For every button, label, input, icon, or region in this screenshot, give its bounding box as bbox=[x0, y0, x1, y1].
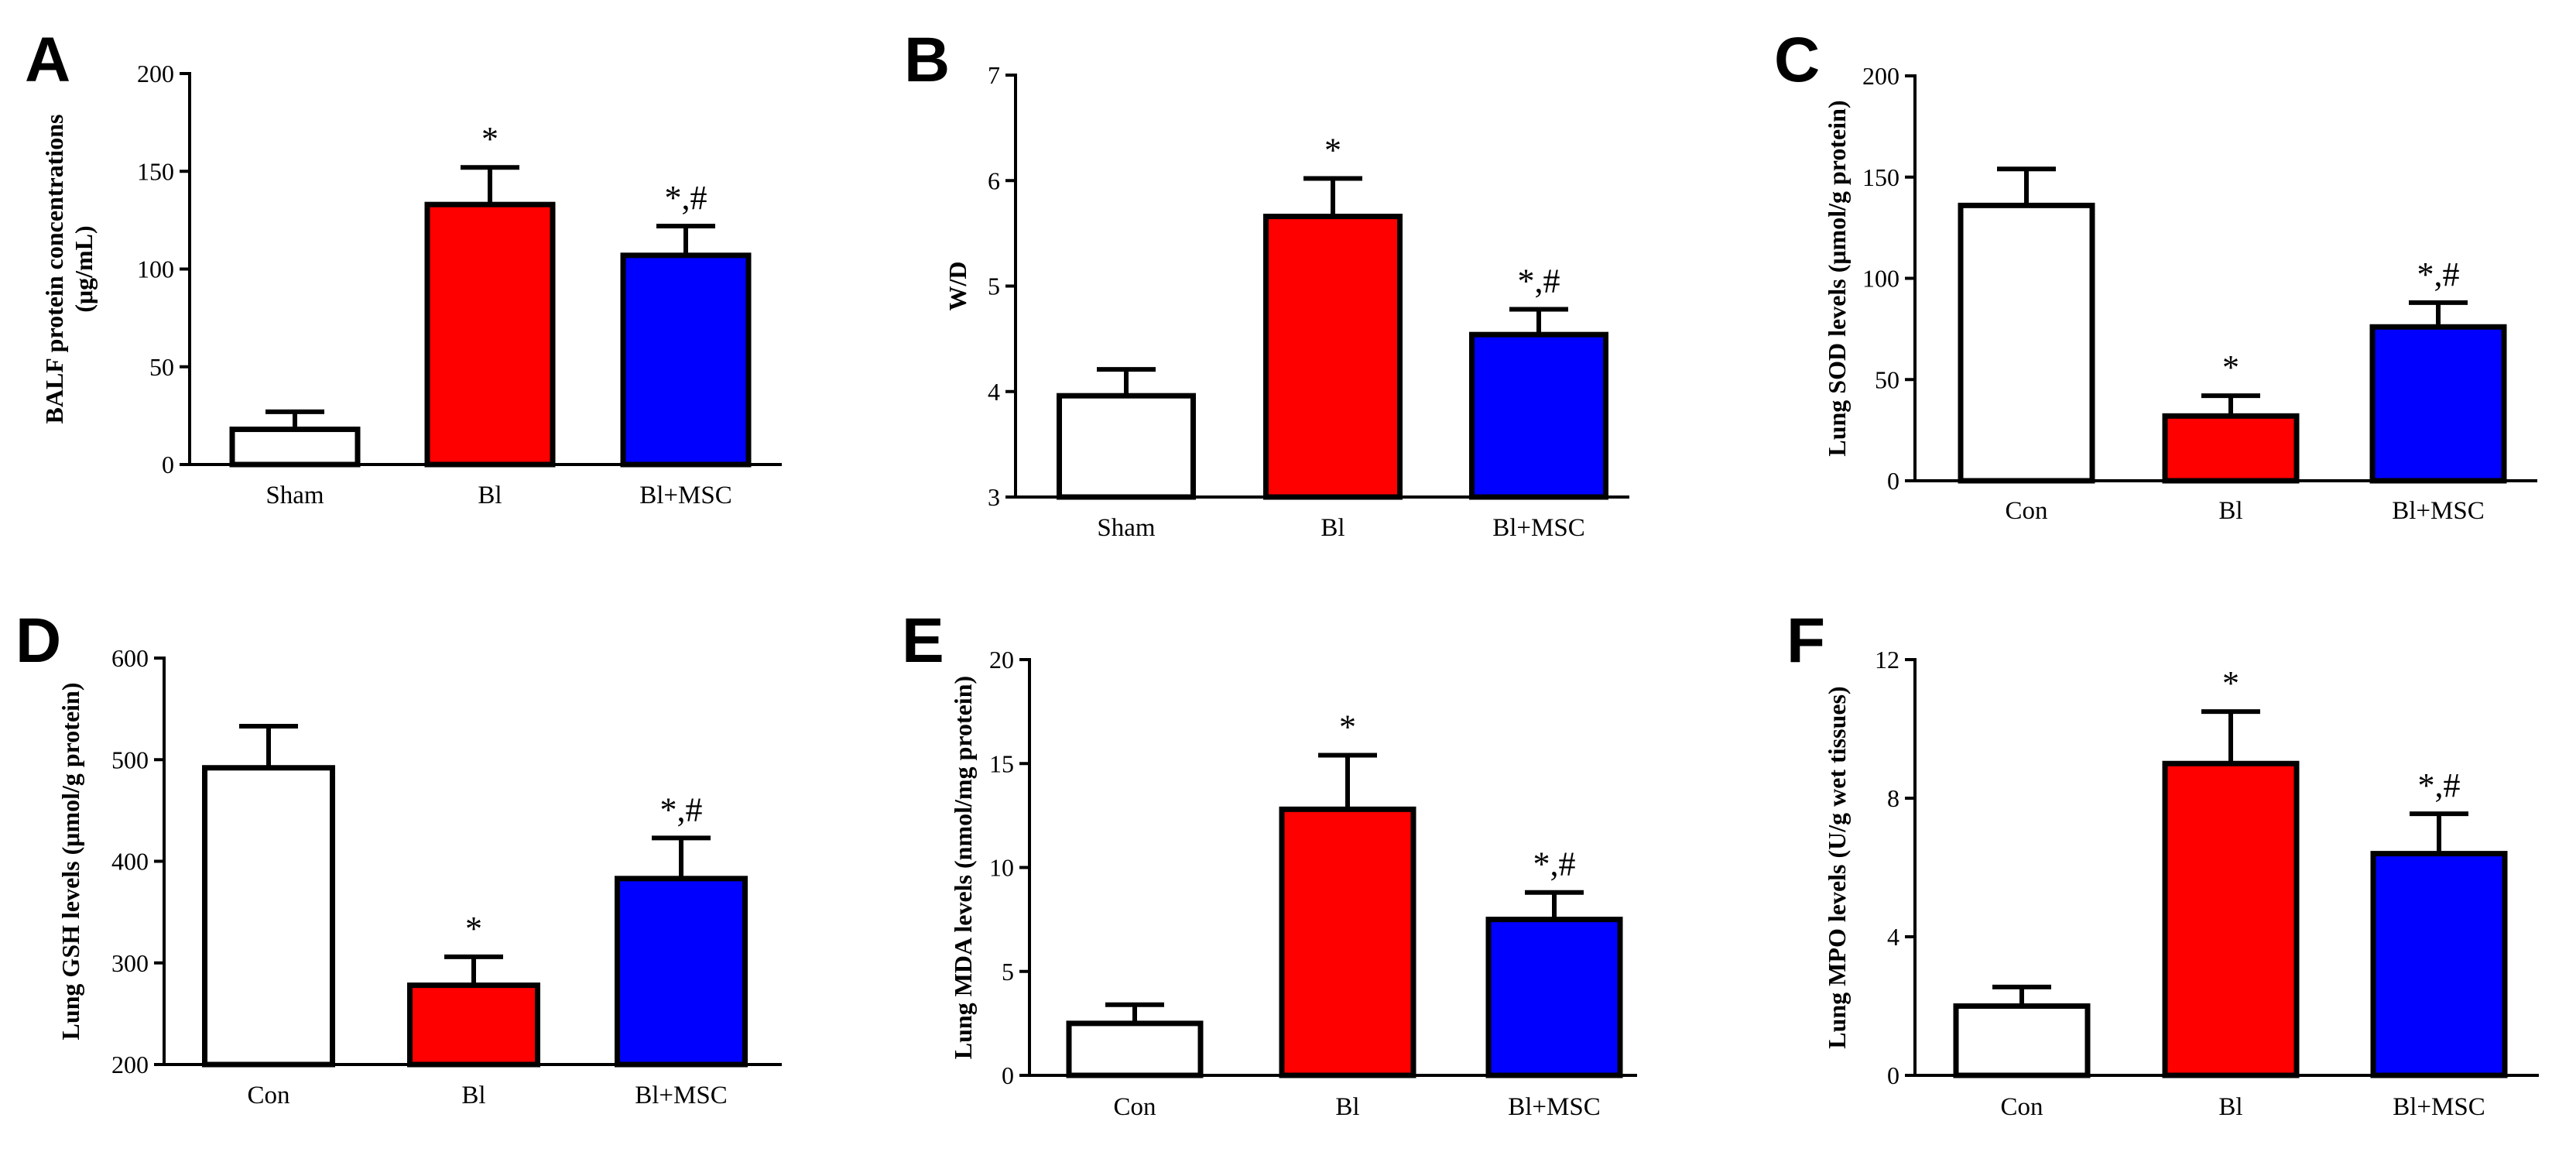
y-tick-label-b-0: 3 bbox=[988, 483, 1000, 511]
category-label-f-1: Bl bbox=[2218, 1093, 2242, 1121]
y-tick-label-d-0: 200 bbox=[111, 1051, 149, 1078]
category-label-d-1: Bl bbox=[461, 1082, 485, 1109]
y-tick-label-f-3: 12 bbox=[1875, 646, 1899, 674]
y-tick-label-a-1: 50 bbox=[149, 353, 174, 381]
y-tick-label-e-0: 0 bbox=[1002, 1061, 1014, 1089]
chart-panel-f: F 0 4 8 12 Lung MPO levels (U/g wet tissues) C… bbox=[1786, 605, 2539, 1121]
y-tick-label-e-3: 15 bbox=[989, 749, 1014, 777]
chart-panel-a: A 0 50 100 150 200 BALF protein concentrations… bbox=[25, 25, 782, 509]
category-label-d-2: Bl+MSC bbox=[635, 1082, 728, 1109]
y-tick-label-d-3: 500 bbox=[111, 746, 149, 773]
y-tick-label-a-2: 100 bbox=[137, 255, 174, 283]
panel-letter-f: F bbox=[1786, 605, 1825, 676]
y-tick-label-c-1: 50 bbox=[1875, 365, 1899, 393]
y-tick-label-c-4: 200 bbox=[1862, 62, 1899, 90]
y-tick-label-a-0: 0 bbox=[162, 451, 174, 478]
category-label-c-2: Bl+MSC bbox=[2392, 497, 2485, 525]
sig-label-b-2: *,# bbox=[1518, 262, 1560, 300]
y-axis-title-c-0: Lung SOD levels (μmol/g protein) bbox=[1823, 100, 1851, 456]
bar-a-0 bbox=[229, 427, 361, 468]
bar-c-0 bbox=[1958, 202, 2095, 484]
y-tick-label-f-0: 0 bbox=[1887, 1061, 1899, 1089]
category-label-b-0: Sham bbox=[1097, 514, 1156, 542]
sig-label-e-1: * bbox=[1339, 708, 1356, 746]
sig-label-d-1: * bbox=[465, 910, 482, 948]
y-tick-label-e-1: 5 bbox=[1002, 958, 1014, 986]
sig-label-c-2: *,# bbox=[2417, 255, 2460, 293]
category-label-f-2: Bl+MSC bbox=[2393, 1093, 2485, 1121]
y-tick-label-c-3: 150 bbox=[1862, 163, 1899, 191]
bar-b-2 bbox=[1469, 331, 1608, 500]
sig-label-c-1: * bbox=[2222, 348, 2239, 386]
bar-e-1 bbox=[1279, 806, 1416, 1078]
bar-e-0 bbox=[1066, 1020, 1204, 1078]
bar-f-2 bbox=[2370, 851, 2508, 1078]
bar-b-1 bbox=[1263, 214, 1403, 500]
y-axis-title-d-0: Lung GSH levels (μmol/g protein) bbox=[57, 682, 84, 1040]
y-axis-title-a-0: BALF protein concentrations bbox=[40, 115, 68, 424]
category-label-e-1: Bl bbox=[1335, 1093, 1359, 1121]
bar-b-0 bbox=[1057, 393, 1196, 500]
y-tick-label-b-4: 7 bbox=[988, 61, 1000, 89]
y-tick-label-e-2: 10 bbox=[989, 854, 1014, 882]
y-axis-title-f-0: Lung MPO levels (U/g wet tissues) bbox=[1823, 686, 1851, 1048]
bar-c-1 bbox=[2162, 413, 2300, 484]
y-axis-title-a-1: (μg/mL) bbox=[70, 225, 98, 312]
y-axis-title-e-0: Lung MDA levels (nmol/mg protein) bbox=[949, 676, 977, 1059]
y-tick-label-a-3: 150 bbox=[137, 157, 174, 185]
sig-label-a-2: *,# bbox=[665, 179, 707, 217]
panel-letter-a: A bbox=[25, 25, 70, 95]
chart-panel-c: C 0 50 100 150 200 Lung SOD levels (μmol/g pro… bbox=[1774, 25, 2537, 525]
y-tick-label-d-4: 600 bbox=[111, 644, 149, 672]
category-label-d-0: Con bbox=[247, 1082, 289, 1109]
bar-d-1 bbox=[407, 982, 540, 1068]
bar-f-0 bbox=[1953, 1003, 2091, 1078]
y-tick-label-d-2: 400 bbox=[111, 848, 149, 876]
category-label-a-1: Bl bbox=[478, 482, 502, 509]
y-tick-label-b-3: 6 bbox=[988, 166, 1000, 194]
category-label-b-2: Bl+MSC bbox=[1492, 514, 1585, 542]
category-label-e-0: Con bbox=[1113, 1093, 1156, 1121]
category-label-f-0: Con bbox=[2000, 1093, 2043, 1121]
y-tick-label-f-1: 4 bbox=[1887, 923, 1899, 951]
sig-label-a-1: * bbox=[481, 120, 498, 158]
panel-letter-d: D bbox=[15, 605, 61, 676]
category-label-e-2: Bl+MSC bbox=[1508, 1093, 1601, 1121]
category-label-a-2: Bl+MSC bbox=[639, 482, 732, 509]
sig-label-f-2: *,# bbox=[2418, 766, 2461, 804]
category-label-c-0: Con bbox=[2005, 497, 2047, 525]
y-axis-title-b-0: W/D bbox=[944, 262, 971, 311]
bar-a-1 bbox=[424, 201, 556, 468]
y-tick-label-d-1: 300 bbox=[111, 949, 149, 977]
panel-letter-e: E bbox=[902, 605, 944, 676]
sig-label-e-2: *,# bbox=[1533, 845, 1576, 883]
y-tick-label-c-2: 100 bbox=[1862, 265, 1899, 293]
y-tick-label-e-4: 20 bbox=[989, 646, 1014, 674]
bar-e-2 bbox=[1485, 917, 1623, 1078]
y-tick-label-c-0: 0 bbox=[1887, 467, 1899, 495]
y-tick-label-a-4: 200 bbox=[137, 60, 174, 87]
y-tick-label-b-1: 4 bbox=[988, 378, 1000, 406]
chart-panel-d: D 200 300 400 500 600 Lung GSH levels (μmol/g … bbox=[15, 605, 782, 1109]
sig-label-f-1: * bbox=[2222, 664, 2239, 702]
sig-label-d-2: *,# bbox=[660, 790, 703, 828]
bar-d-0 bbox=[202, 765, 335, 1068]
y-tick-label-b-2: 5 bbox=[988, 273, 1000, 300]
bar-f-1 bbox=[2162, 760, 2300, 1078]
chart-panel-e: E 0 5 10 15 20 Lung MDA levels (nmol/mg protei… bbox=[902, 605, 1637, 1121]
panel-letter-b: B bbox=[904, 25, 950, 95]
panel-letter-c: C bbox=[1774, 25, 1820, 95]
bar-a-2 bbox=[620, 252, 752, 468]
category-label-a-0: Sham bbox=[265, 482, 324, 509]
bar-c-2 bbox=[2369, 324, 2507, 484]
bar-d-2 bbox=[615, 876, 748, 1068]
sig-label-b-1: * bbox=[1324, 132, 1341, 170]
category-label-b-1: Bl bbox=[1321, 514, 1345, 542]
y-tick-label-f-2: 8 bbox=[1887, 784, 1899, 812]
chart-panel-b: B 3 4 5 6 7 W/D Sham * Bl *,# Bl+MSC bbox=[904, 25, 1629, 542]
category-label-c-1: Bl bbox=[2218, 497, 2242, 525]
